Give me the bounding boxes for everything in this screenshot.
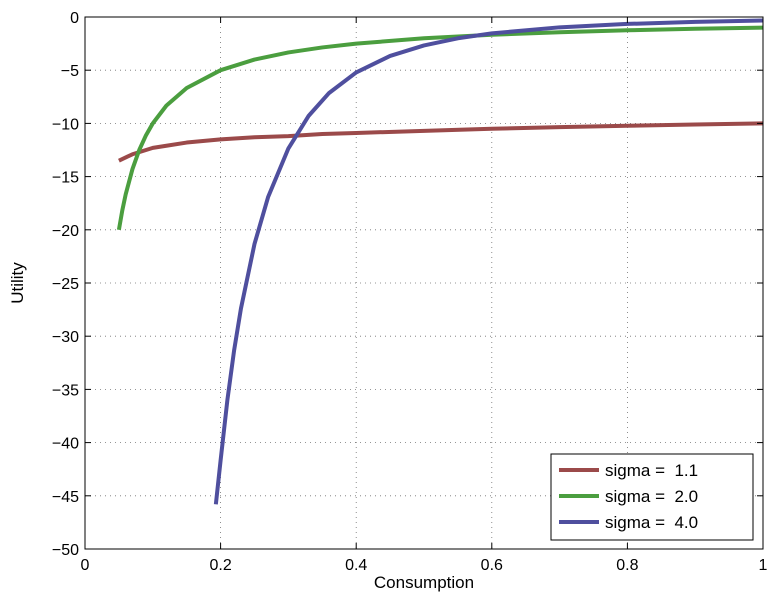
legend-label: sigma = 1.1 <box>605 461 698 480</box>
y-tick-label: −15 <box>52 170 79 187</box>
y-tick-label: −5 <box>61 63 79 80</box>
x-tick-label: 1 <box>759 557 768 574</box>
x-tick-label: 0 <box>81 557 90 574</box>
x-axis-title: Consumption <box>374 573 474 592</box>
legend: sigma = 1.1 sigma = 2.0 sigma = 4.0 <box>551 454 753 540</box>
y-axis-title: Utility <box>8 262 27 304</box>
legend-label: sigma = 2.0 <box>605 487 698 506</box>
y-tick-label: 0 <box>70 10 79 27</box>
y-tick-label: −45 <box>52 489 79 506</box>
x-tick-label: 0.4 <box>345 557 367 574</box>
y-tick-label: −35 <box>52 382 79 399</box>
x-tick-label: 0.2 <box>209 557 231 574</box>
y-tick-label: −10 <box>52 116 79 133</box>
y-tick-label: −40 <box>52 436 79 453</box>
legend-label: sigma = 4.0 <box>605 513 698 532</box>
y-tick-label: −50 <box>52 542 79 559</box>
x-tick-label: 0.8 <box>616 557 638 574</box>
y-tick-label: −20 <box>52 223 79 240</box>
y-tick-label: −30 <box>52 329 79 346</box>
y-tick-label: −25 <box>52 276 79 293</box>
x-tick-label: 0.6 <box>481 557 503 574</box>
